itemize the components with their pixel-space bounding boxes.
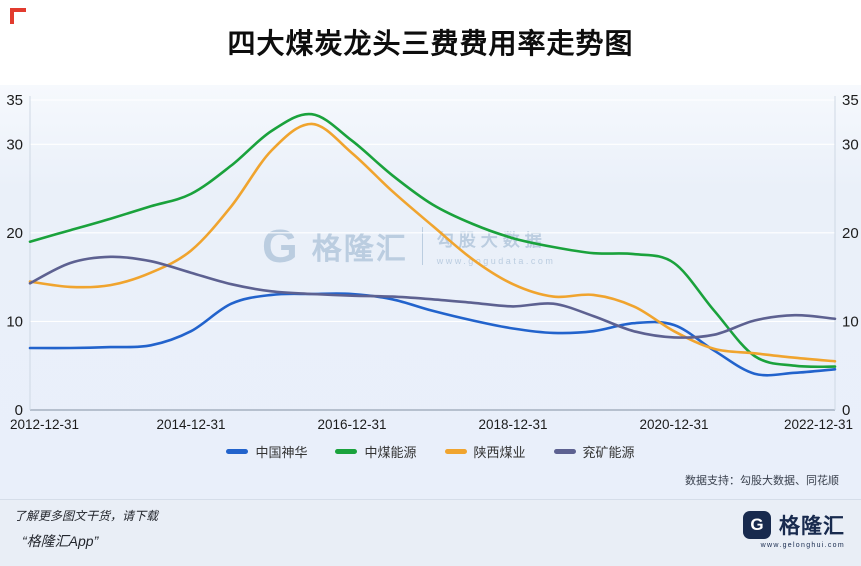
svg-text:20: 20 bbox=[842, 225, 859, 242]
promo-block: 了解更多图文干货，请下载 “格隆汇App” bbox=[14, 507, 158, 551]
footer: 了解更多图文干货，请下载 “格隆汇App” G 格隆汇 www.gelonghu… bbox=[0, 499, 861, 566]
svg-text:2020-12-31: 2020-12-31 bbox=[639, 417, 708, 432]
legend-item[interactable]: 中煤能源 bbox=[335, 442, 417, 461]
svg-text:10: 10 bbox=[6, 313, 23, 330]
svg-text:35: 35 bbox=[842, 92, 859, 109]
legend-swatch-icon bbox=[226, 449, 249, 454]
legend-item[interactable]: 陕西煤业 bbox=[444, 442, 526, 461]
svg-text:30: 30 bbox=[842, 136, 859, 153]
watermark-g-icon: G bbox=[262, 220, 298, 272]
svg-text:0: 0 bbox=[15, 402, 23, 419]
promo-app-name: “格隆汇App” bbox=[22, 533, 99, 549]
chart-title: 四大煤炭龙头三费费用率走势图 bbox=[227, 28, 634, 59]
svg-text:20: 20 bbox=[6, 225, 23, 242]
watermark-brand-name: 格隆汇 bbox=[311, 233, 408, 266]
legend-swatch-icon bbox=[335, 449, 358, 454]
chart-legend: 中国神华 中煤能源 陕西煤业 兖矿能源 bbox=[0, 442, 861, 461]
legend-item[interactable]: 中国神华 bbox=[226, 442, 307, 461]
legend-label: 兖矿能源 bbox=[582, 445, 635, 460]
legend-label: 中国神华 bbox=[255, 445, 308, 460]
brand-g-icon: G bbox=[743, 511, 771, 539]
brand-url: www.gelonghui.com bbox=[760, 542, 845, 549]
svg-text:2022-12-31: 2022-12-31 bbox=[784, 417, 853, 432]
svg-text:35: 35 bbox=[6, 92, 23, 109]
legend-swatch-icon bbox=[553, 449, 576, 454]
svg-text:2016-12-31: 2016-12-31 bbox=[317, 417, 386, 432]
svg-text:2012-12-31: 2012-12-31 bbox=[10, 417, 79, 432]
promo-text: 了解更多图文干货，请下载 bbox=[14, 509, 159, 523]
watermark-divider bbox=[421, 227, 423, 265]
brand-logo: G 格隆汇 www.gelonghui.com bbox=[743, 510, 845, 549]
legend-swatch-icon bbox=[444, 449, 467, 454]
watermark-url: www.gogudata.com bbox=[436, 256, 556, 266]
svg-text:30: 30 bbox=[6, 136, 23, 153]
watermark-product-name: 勾股大数据 bbox=[436, 231, 547, 250]
brand-name: 格隆汇 bbox=[779, 515, 845, 538]
svg-text:0: 0 bbox=[842, 402, 850, 419]
legend-item[interactable]: 兖矿能源 bbox=[553, 442, 635, 461]
svg-text:10: 10 bbox=[842, 313, 859, 330]
line-chart: 0 0 10 10 20 20 30 30 35 35 2012-12-31 2014-12-31 20… bbox=[6, 92, 859, 432]
legend-label: 中煤能源 bbox=[364, 445, 417, 460]
chart-panel: G 格隆汇 勾股大数据 www.gogudata.com 0 0 10 10 20 20 3… bbox=[0, 85, 861, 500]
svg-text:2018-12-31: 2018-12-31 bbox=[478, 417, 547, 432]
data-support-note: 数据支持：勾股大数据、同花顺 bbox=[685, 475, 839, 487]
watermark: G 格隆汇 勾股大数据 www.gogudata.com bbox=[262, 223, 555, 269]
svg-text:2014-12-31: 2014-12-31 bbox=[156, 417, 225, 432]
corner-brand-icon bbox=[10, 8, 26, 24]
legend-label: 陕西煤业 bbox=[473, 445, 526, 460]
